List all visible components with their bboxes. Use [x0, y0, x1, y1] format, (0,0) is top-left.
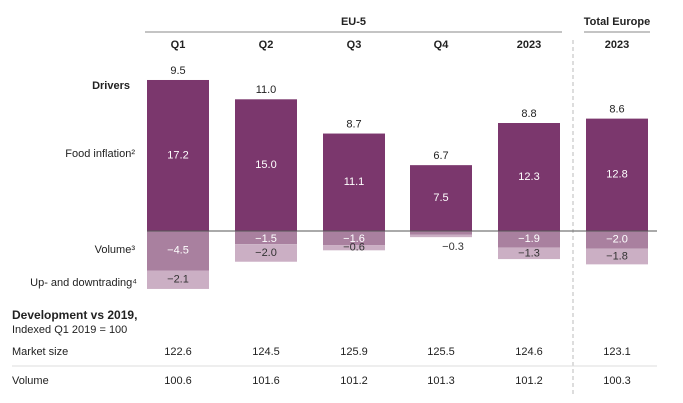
table-cell: 101.6: [252, 375, 280, 387]
table-cell: 125.5: [427, 346, 455, 358]
table-subtitle: Indexed Q1 2019 = 100: [12, 324, 127, 336]
value-label: −2.0: [606, 234, 628, 246]
table-cell: 101.2: [515, 375, 543, 387]
table-cell: 101.2: [340, 375, 368, 387]
table-cell: 100.3: [603, 375, 631, 387]
bar-segment: [235, 244, 297, 262]
total-label: 8.7: [346, 118, 361, 130]
table-title: Development vs 2019,: [12, 308, 137, 322]
bar-segment: [586, 231, 648, 249]
value-label: −2.1: [167, 274, 189, 286]
value-label: −0.6: [343, 242, 365, 254]
bar-segment: [586, 248, 648, 265]
bar-segment: [410, 231, 472, 235]
table-cell: 122.6: [164, 346, 192, 358]
row-label: Market size: [12, 346, 68, 358]
bar-segment: [410, 234, 472, 238]
value-label: 11.1: [344, 176, 365, 188]
bar-segment: [498, 247, 560, 260]
series-label: Volume³: [95, 244, 136, 256]
value-label: 7.5: [433, 192, 448, 204]
series-label: Up- and downtrading⁴: [30, 277, 137, 289]
group-label: Total Europe: [584, 16, 650, 28]
column-label: 2023: [605, 39, 629, 51]
value-label: −1.3: [518, 247, 540, 259]
bar-segment: [323, 245, 385, 251]
bar-segment: [323, 133, 385, 231]
value-label: −1.5: [255, 233, 277, 245]
column-label: Q2: [259, 39, 274, 51]
table-cell: 101.3: [427, 375, 455, 387]
value-label: −4.5: [167, 245, 189, 257]
drivers-label: Drivers: [92, 80, 130, 92]
value-label: 12.8: [606, 169, 627, 181]
value-label: 15.0: [255, 159, 276, 171]
bar-segment: [410, 165, 472, 231]
value-label: 17.2: [167, 149, 188, 161]
bar-segment: [586, 118, 648, 231]
total-label: 11.0: [256, 84, 277, 96]
column-label: Q3: [347, 39, 362, 51]
value-label: −2.0: [255, 247, 277, 259]
value-label: −1.8: [606, 250, 628, 262]
bar-segment: [147, 79, 209, 231]
bar-segment: [498, 123, 560, 231]
value-label: −1.9: [518, 233, 540, 245]
value-label: −0.3: [442, 241, 464, 253]
table-cell: 123.1: [603, 346, 631, 358]
column-label: Q1: [171, 39, 186, 51]
bar-segment: [235, 99, 297, 231]
total-label: 8.6: [609, 104, 624, 116]
column-label: 2023: [517, 39, 541, 51]
value-label: 12.3: [518, 171, 539, 183]
table-cell: 124.6: [515, 346, 543, 358]
table-cell: 125.9: [340, 346, 368, 358]
bar-segment: [147, 231, 209, 271]
table-cell: 100.6: [164, 375, 192, 387]
column-label: Q4: [434, 39, 450, 51]
group-label: EU-5: [341, 16, 366, 28]
bar-segment: [323, 231, 385, 246]
row-label: Volume: [12, 375, 49, 387]
total-label: 6.7: [433, 150, 448, 162]
bar-segment: [235, 231, 297, 245]
bar-segment: [498, 231, 560, 248]
series-label: Food inflation²: [65, 148, 135, 160]
bar-segment: [147, 270, 209, 289]
total-label: 9.5: [170, 65, 185, 77]
total-label: 8.8: [521, 108, 536, 120]
table-cell: 124.5: [252, 346, 280, 358]
value-label: −1.6: [343, 233, 365, 245]
